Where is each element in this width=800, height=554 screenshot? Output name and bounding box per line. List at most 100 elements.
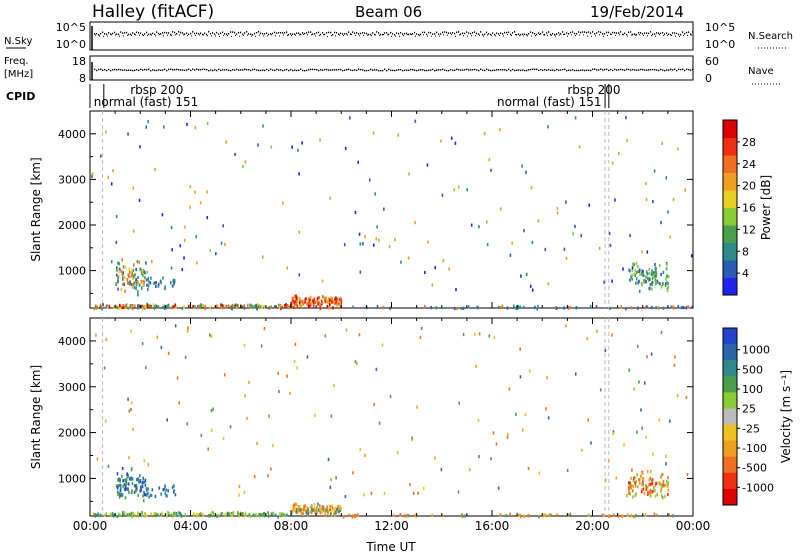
range-gate-cell (142, 476, 145, 480)
range-gate-cell (290, 511, 293, 515)
nsky-point (516, 33, 518, 36)
range-gate-cell (95, 333, 97, 337)
range-gate-cell (457, 185, 460, 189)
range-gate-cell (499, 513, 502, 517)
range-gate-cell (121, 305, 124, 310)
colorbar-segment (723, 172, 737, 191)
range-gate-cell (631, 468, 633, 472)
range-gate-cell (174, 303, 177, 307)
range-gate-cell (647, 490, 649, 494)
nsearch-point (131, 34, 132, 36)
range-gate-cell (609, 243, 612, 247)
range-gate-cell (135, 286, 137, 291)
range-gate-cell (118, 270, 121, 274)
range-gate-cell (345, 328, 348, 332)
range-gate-cell (268, 306, 271, 310)
range-gate-cell (105, 305, 108, 309)
nsky-point (582, 31, 584, 33)
range-gate-cell (184, 225, 186, 229)
range-gate-cell (151, 488, 154, 492)
freq-point (110, 69, 112, 72)
colorbar-segment (723, 328, 737, 345)
freq-point (254, 68, 256, 71)
range-gate-cell (297, 148, 299, 152)
range-gate-cell (131, 481, 134, 486)
range-gate-cell (234, 152, 236, 157)
range-gate-cell (404, 514, 406, 518)
range-gate-cell (336, 507, 338, 512)
colorbar-segment (723, 472, 737, 490)
nsky-point (530, 31, 532, 33)
range-gate-cell (197, 304, 199, 309)
nsearch-point (259, 34, 260, 36)
range-gate-cell (152, 303, 155, 307)
range-gate-cell (375, 367, 378, 371)
range-gate-cell (225, 140, 227, 144)
range-gate-cell (204, 306, 207, 311)
nsky-point (164, 31, 166, 34)
range-gate-cell (172, 305, 175, 309)
range-gate-cell (637, 485, 639, 489)
nsearch-point (559, 34, 560, 36)
freq-point (134, 69, 136, 72)
colorbar-segment (723, 155, 737, 173)
range-gate-cell (650, 491, 652, 495)
range-gate-cell (338, 507, 340, 511)
nsky-point (334, 31, 336, 34)
range-gate-cell (136, 511, 139, 515)
freq-point (188, 68, 190, 70)
range-gate-cell (153, 281, 155, 285)
nsky-point (178, 31, 180, 33)
range-gate-cell (363, 493, 365, 497)
freq-point (296, 69, 298, 72)
range-gate-cell (331, 506, 334, 510)
range-gate-cell (268, 414, 270, 418)
range-gate-cell (301, 299, 303, 303)
range-gate-cell (162, 276, 164, 280)
range-gate-cell (137, 477, 140, 481)
range-gate-cell (467, 305, 470, 309)
nsearch-point (279, 35, 280, 37)
nsearch-point (295, 34, 296, 36)
range-gate-cell (298, 172, 300, 176)
range-gate-cell (278, 389, 280, 394)
cpid-label: CPID (6, 90, 35, 103)
range-gate-cell (299, 510, 302, 514)
nsearch-point (427, 35, 428, 37)
range-gate-cell (243, 490, 246, 494)
range-gate-cell (334, 301, 337, 305)
nsearch-point (415, 35, 416, 37)
freq-point (200, 69, 202, 71)
nsky-point (294, 33, 296, 35)
range-gate-cell (207, 514, 210, 518)
colorbar-tick-label: 25 (742, 403, 756, 416)
nsky-point (242, 33, 244, 35)
colorbar-label: Power [dB] (759, 175, 773, 240)
nsearch-point (203, 34, 204, 36)
nsearch-point (459, 34, 460, 36)
freq-point (178, 69, 180, 71)
range-gate-cell (336, 297, 339, 301)
range-gate-cell (130, 269, 133, 274)
range-gate-cell (278, 305, 281, 309)
range-gate-cell (319, 303, 321, 307)
nsky-point (236, 33, 238, 35)
range-gate-cell (212, 407, 214, 411)
freq-point (208, 69, 210, 72)
range-gate-cell (192, 305, 194, 309)
range-gate-cell (646, 250, 649, 254)
freq-point (336, 69, 338, 71)
freq-point (652, 68, 654, 71)
range-gate-cell (337, 505, 339, 509)
range-gate-cell (323, 509, 326, 514)
nsearch-point (499, 35, 500, 37)
range-gate-cell (596, 329, 598, 333)
range-gate-cell (164, 484, 166, 488)
range-gate-cell (206, 190, 208, 194)
range-gate-cell (141, 281, 144, 285)
range-gate-cell (292, 296, 295, 300)
freq-label: Freq. (4, 56, 29, 67)
range-gate-cell (460, 306, 463, 311)
